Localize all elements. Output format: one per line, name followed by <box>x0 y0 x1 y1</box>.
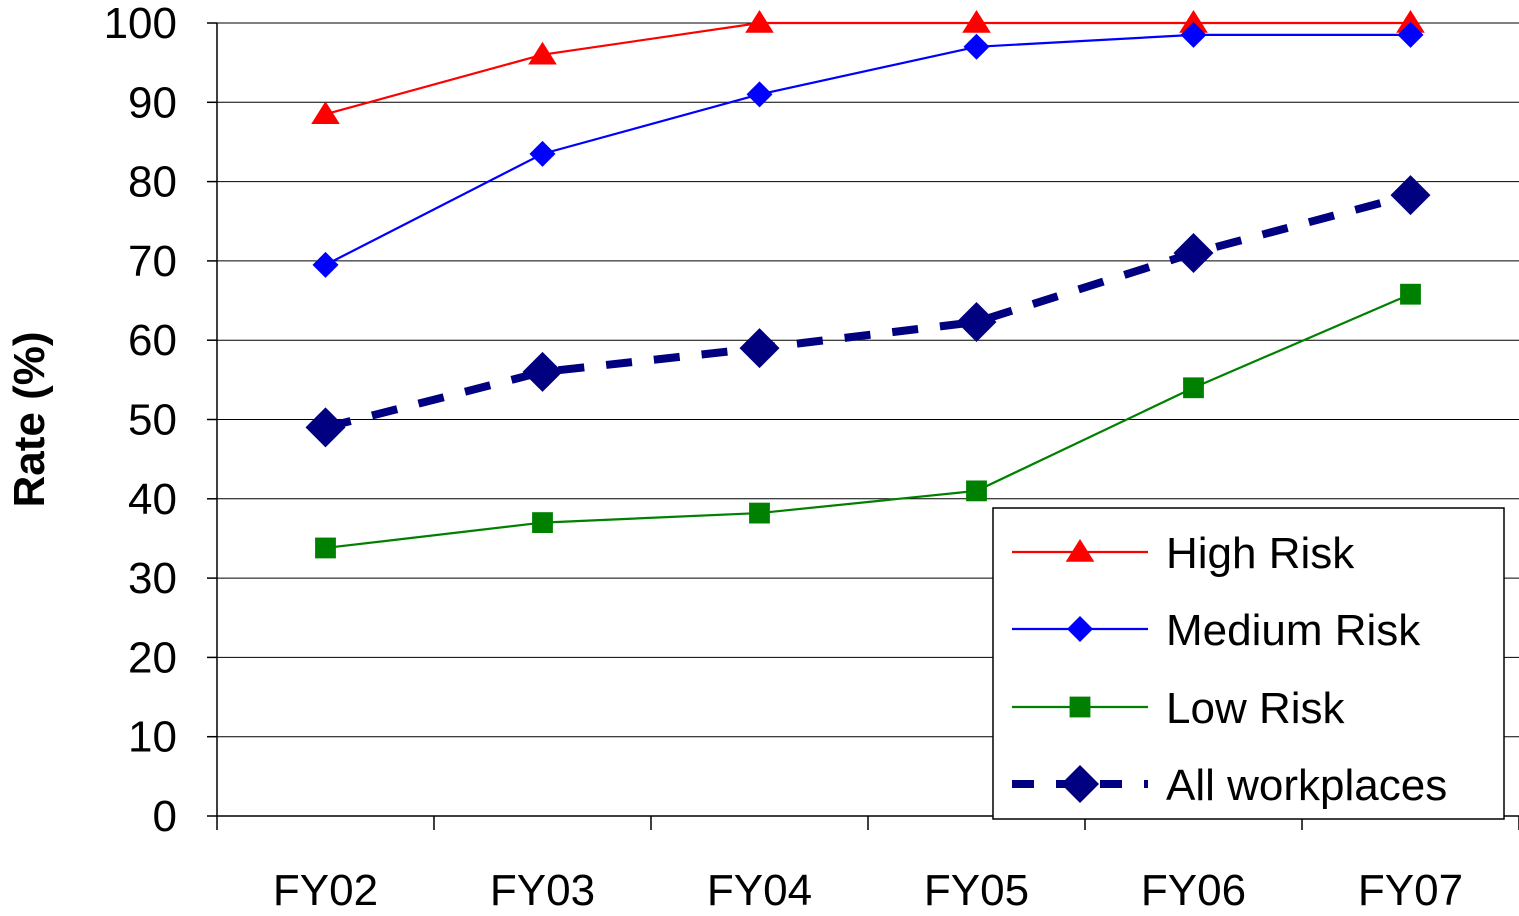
y-tick-label: 40 <box>128 475 177 524</box>
data-point <box>956 301 997 342</box>
data-point <box>312 251 339 278</box>
data-point <box>311 101 340 124</box>
legend-marker <box>1067 616 1093 642</box>
y-tick-label: 30 <box>128 554 177 603</box>
series-all-workplaces <box>305 175 1431 448</box>
data-point <box>962 10 991 33</box>
data-point <box>1173 232 1214 273</box>
x-tick-label: FY04 <box>707 866 812 915</box>
data-point <box>528 41 557 65</box>
legend-marker <box>1061 765 1099 803</box>
legend-marker <box>1065 539 1095 562</box>
legend: High Risk Medium Risk Low Risk All workplac… <box>992 507 1505 820</box>
y-tick-label: 70 <box>128 237 177 286</box>
legend-marker <box>1069 696 1091 718</box>
y-tick-label: 60 <box>128 316 177 365</box>
axes: 0 10 20 30 40 50 60 70 80 90 100 FY02 FY03 FY04 FY05 FY… <box>5 0 1519 915</box>
y-axis-title: Rate (%) <box>5 331 54 507</box>
data-point <box>532 512 553 533</box>
legend-label: Medium Risk <box>1166 606 1421 655</box>
data-point <box>1400 283 1421 305</box>
legend-label: Low Risk <box>1166 684 1345 733</box>
data-point <box>1180 21 1207 48</box>
series-medium-risk <box>312 21 1424 278</box>
y-tick-label: 20 <box>128 633 177 682</box>
data-point <box>966 480 987 502</box>
x-tick-label: FY02 <box>273 866 378 915</box>
series-line <box>325 21 1411 116</box>
series-line <box>324 191 1412 432</box>
legend-label: High Risk <box>1166 529 1355 578</box>
series-line <box>325 293 1411 550</box>
data-point <box>529 140 556 167</box>
data-point <box>749 502 770 524</box>
y-tick-label: 50 <box>128 396 177 445</box>
x-tick-label: FY05 <box>924 866 1029 915</box>
data-point <box>745 10 774 33</box>
y-tick-label: 90 <box>128 78 177 127</box>
x-tick-label: FY03 <box>490 866 595 915</box>
data-point <box>1183 377 1204 399</box>
x-tick-label: FY06 <box>1141 866 1246 915</box>
y-tick-label: 100 <box>104 0 177 48</box>
series-line <box>324 33 1411 266</box>
series-high-risk <box>311 10 1425 124</box>
data-point <box>1396 10 1425 33</box>
data-point <box>522 351 563 392</box>
data-point <box>1179 10 1208 33</box>
data-point <box>1397 21 1424 48</box>
data-series <box>305 10 1431 559</box>
y-tick-label: 0 <box>153 792 177 841</box>
x-tick-label: FY07 <box>1358 866 1463 915</box>
data-point <box>315 537 336 559</box>
data-point <box>305 407 346 448</box>
data-point <box>746 81 773 108</box>
data-point <box>739 328 780 369</box>
y-tick-label: 80 <box>128 158 177 207</box>
data-point <box>1390 175 1431 216</box>
data-point <box>963 33 990 60</box>
legend-label: All workplaces <box>1166 761 1447 810</box>
series-low-risk <box>315 283 1421 559</box>
y-tick-label: 10 <box>128 713 177 762</box>
